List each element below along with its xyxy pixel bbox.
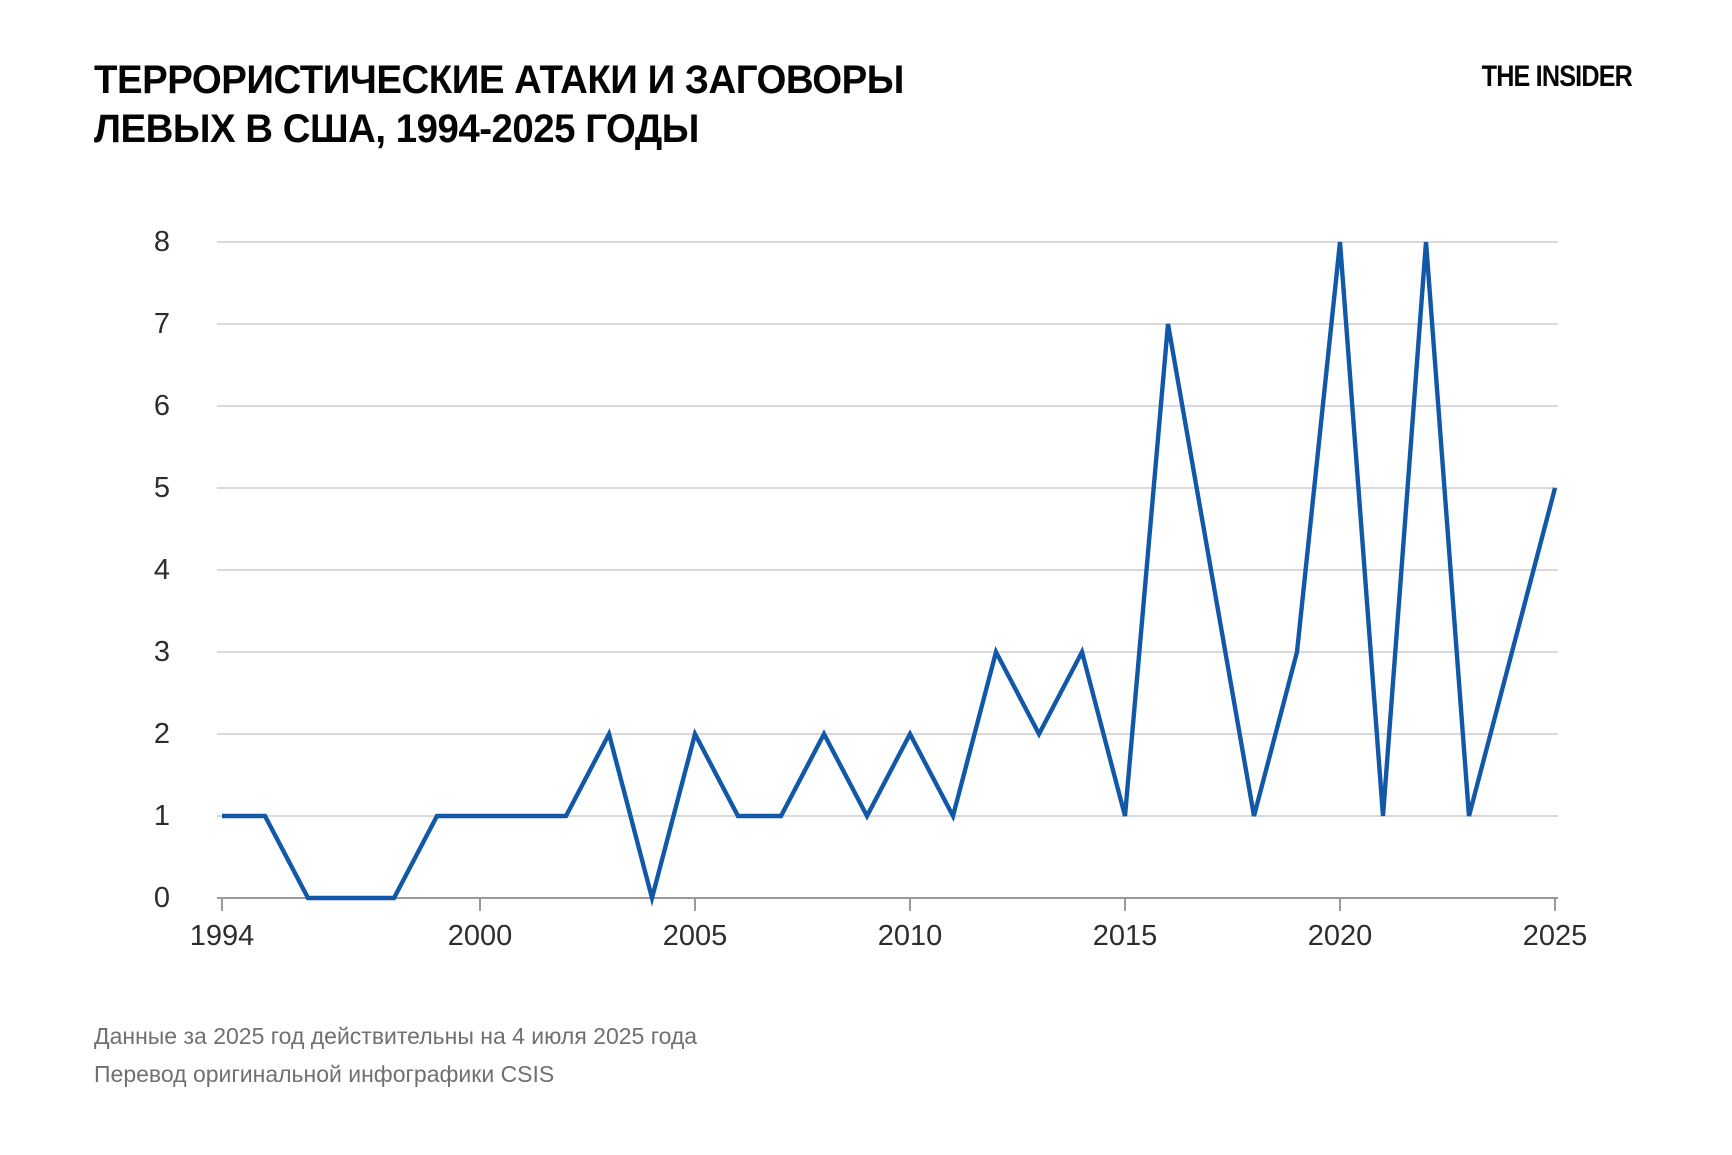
y-axis-tick-label: 7 <box>153 308 170 340</box>
data-line <box>222 241 1558 907</box>
x-axis-tick-label: 2005 <box>662 920 728 952</box>
x-axis-tick-label: 1994 <box>189 920 255 952</box>
y-axis-tick-label: 2 <box>153 718 170 750</box>
x-axis-tick-label: 2000 <box>447 920 513 952</box>
the-insider-logo: THE INSIDER <box>1481 60 1633 93</box>
x-axis-tick-label: 2020 <box>1307 920 1373 952</box>
y-axis-tick-label: 3 <box>153 636 170 668</box>
chart-title-line-1: ТЕРРОРИСТИЧЕСКИЕ АТАКИ И ЗАГОВОРЫ <box>94 58 904 102</box>
y-axis-tick-label: 5 <box>153 472 170 504</box>
chart-title: ТЕРРОРИСТИЧЕСКИЕ АТАКИ И ЗАГОВОРЫ ЛЕВЫХ … <box>94 56 904 154</box>
x-axis-tick-label: 2015 <box>1092 920 1158 952</box>
chart-title-line-2: ЛЕВЫХ В США, 1994-2025 ГОДЫ <box>94 107 699 151</box>
y-axis-tick-label: 0 <box>153 882 170 914</box>
y-axis-tick-label: 6 <box>153 390 170 422</box>
y-axis-tick-label: 4 <box>153 554 170 586</box>
x-axis-tick-label: 2010 <box>877 920 943 952</box>
y-axis-tick-label: 8 <box>153 226 170 258</box>
footnote-data-note: Данные за 2025 год действительны на 4 ию… <box>94 1023 698 1049</box>
x-axis-tick-label: 2025 <box>1522 920 1588 952</box>
footnote-source-note: Перевод оригинальной инфографики CSIS <box>94 1061 555 1087</box>
y-axis-tick-label: 1 <box>153 800 170 832</box>
